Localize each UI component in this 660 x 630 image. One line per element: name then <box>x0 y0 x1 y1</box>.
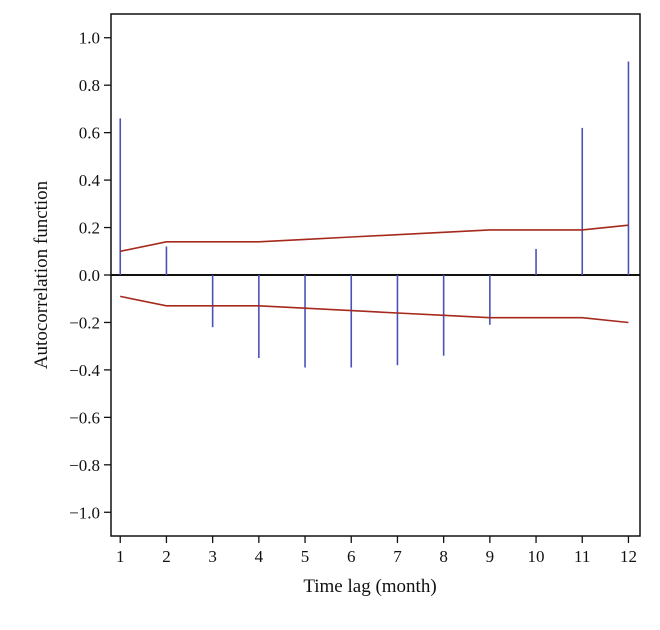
y-tick-label: 0.4 <box>79 171 101 190</box>
x-tick-label: 5 <box>301 547 310 566</box>
upper-bound-line <box>120 224 629 253</box>
y-tick-label: −0.6 <box>69 408 100 427</box>
y-tick-label: 0.2 <box>79 219 100 238</box>
y-tick-label: −0.2 <box>69 313 100 332</box>
x-tick-label: 4 <box>255 547 264 566</box>
x-tick-label: 2 <box>162 547 171 566</box>
x-tick-label: 11 <box>574 547 590 566</box>
y-tick-label: 1.0 <box>79 29 100 48</box>
x-tick-label: 6 <box>347 547 356 566</box>
y-tick-label: 0.6 <box>79 124 100 143</box>
x-tick-label: 8 <box>439 547 448 566</box>
x-tick-label: 7 <box>393 547 402 566</box>
y-tick-label: 0.8 <box>79 76 100 95</box>
lower-bound-line <box>120 295 629 324</box>
x-axis-title: Time lag (month) <box>303 576 436 597</box>
y-tick-label: 0.0 <box>79 266 100 285</box>
x-tick-label: 10 <box>528 547 545 566</box>
y-tick-label: −0.4 <box>69 361 100 380</box>
x-tick-label: 12 <box>620 547 637 566</box>
y-tick-label: −1.0 <box>69 503 100 522</box>
y-tick-label: −0.8 <box>69 456 100 475</box>
x-tick-label: 3 <box>208 547 217 566</box>
y-axis-title: Autocorrelation function <box>31 180 52 369</box>
x-tick-label: 1 <box>116 547 125 566</box>
x-tick-label: 9 <box>486 547 495 566</box>
